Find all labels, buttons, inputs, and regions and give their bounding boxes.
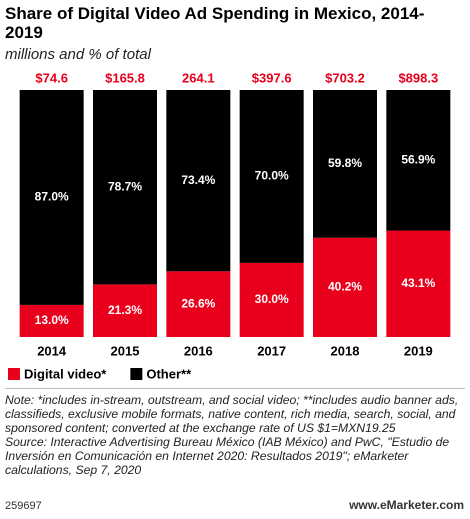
bar-segment (93, 284, 157, 337)
chart: 13.0% 87.0% $74.6 2014 21.3% 78.7% $165.8 2015 2… (8, 70, 451, 381)
bar-segment (386, 230, 451, 337)
x-tick-label: 2018 (331, 343, 360, 358)
legend-label: Digital video* (24, 366, 107, 381)
data-label: 73.4% (181, 173, 215, 187)
data-label: 59.8% (328, 156, 362, 170)
total-label: 264.1 (182, 70, 215, 85)
bar-segment (19, 90, 84, 305)
x-tick-label: 2016 (184, 343, 213, 358)
x-tick-label: 2017 (257, 343, 286, 358)
data-label: 78.7% (108, 179, 142, 193)
x-tick-label: 2015 (111, 343, 140, 358)
total-label: $165.8 (105, 70, 145, 85)
data-label: 26.6% (181, 296, 215, 310)
data-label: 21.3% (108, 303, 142, 317)
notes: Note: *includes in-stream, outstream, an… (5, 393, 465, 477)
separator (5, 388, 465, 389)
data-label: 43.1% (401, 276, 435, 290)
data-label: 87.0% (35, 190, 69, 204)
chart-title: Share of Digital Video Ad Spending in Me… (5, 4, 425, 42)
x-tick-label: 2019 (404, 343, 433, 358)
data-label: 70.0% (255, 169, 289, 183)
bar-segment (93, 90, 157, 285)
legend-swatch (8, 368, 20, 380)
data-label: 30.0% (255, 292, 289, 306)
legend-label: Other** (146, 366, 192, 381)
bar-segment (239, 90, 304, 263)
total-label: $898.3 (398, 70, 438, 85)
data-label: 56.9% (401, 152, 435, 166)
bar-segment (313, 90, 377, 238)
total-label: $74.6 (35, 70, 68, 85)
x-tick-label: 2014 (37, 343, 67, 358)
bar-segment (166, 90, 231, 272)
footer-id: 259697 (5, 500, 42, 512)
bar-segment (19, 304, 84, 337)
bar-segment (239, 262, 304, 337)
note: Note: *includes in-stream, outstream, an… (5, 393, 459, 435)
data-label: 40.2% (328, 280, 362, 294)
bar-segment (166, 271, 231, 337)
legend-swatch (130, 368, 143, 380)
data-label: 13.0% (35, 313, 69, 327)
bar-segment (386, 90, 451, 231)
footer-site: www.eMarketer.com (349, 498, 464, 512)
total-label: $397.6 (252, 70, 292, 85)
bar-segment (313, 237, 377, 337)
total-label: $703.2 (325, 70, 365, 85)
source: Source: Interactive Advertising Bureau M… (5, 435, 450, 477)
chart-subtitle: millions and % of total (5, 46, 151, 63)
